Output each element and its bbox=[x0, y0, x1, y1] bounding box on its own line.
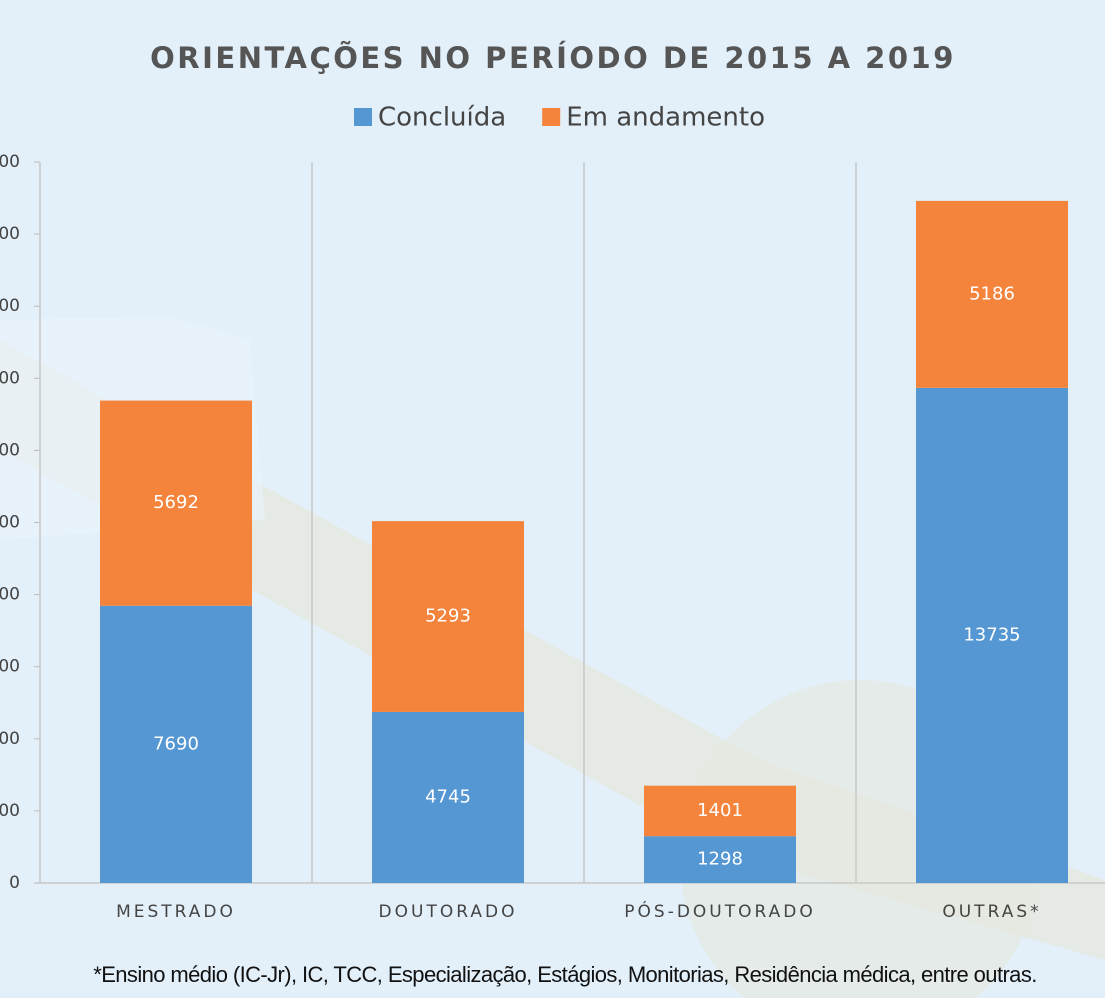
data-label: 7690 bbox=[153, 733, 199, 754]
y-tick-label: 8000 bbox=[0, 585, 20, 605]
data-label: 5186 bbox=[969, 283, 1015, 304]
bar-segment bbox=[100, 605, 252, 883]
x-tick-label: MESTRADO bbox=[116, 902, 236, 922]
y-tick-label: 18000 bbox=[0, 224, 20, 244]
x-tick-label: OUTRAS* bbox=[942, 902, 1041, 922]
bar-segment bbox=[100, 400, 252, 606]
x-tick-label: DOUTORADO bbox=[379, 902, 518, 922]
y-tick-label: 20000 bbox=[0, 152, 20, 172]
data-label: 1298 bbox=[697, 849, 743, 870]
legend-swatch bbox=[542, 108, 561, 126]
y-tick-label: 2000 bbox=[0, 801, 20, 821]
data-label: 1401 bbox=[697, 800, 743, 821]
data-label: 5692 bbox=[153, 492, 199, 513]
legend-swatch bbox=[354, 108, 372, 126]
bar-segment bbox=[372, 521, 524, 712]
plot: 0 2000 4000 6000 8000 10000 12000 14000 16000 180… bbox=[0, 152, 1105, 922]
y-tick-label: 16000 bbox=[0, 296, 20, 316]
y-tick-label: 10000 bbox=[0, 513, 20, 533]
y-tick-label: 4000 bbox=[0, 729, 20, 749]
bar-segment bbox=[916, 200, 1068, 388]
bar-segment bbox=[916, 387, 1068, 883]
bar-segment bbox=[644, 785, 796, 837]
footnote: *Ensino médio (IC-Jr), IC, TCC, Especial… bbox=[93, 962, 1036, 987]
x-tick-label: PÓS-DOUTORADO bbox=[624, 900, 815, 922]
y-tick-label: 6000 bbox=[0, 657, 20, 677]
data-label: 4745 bbox=[425, 786, 471, 807]
y-tick-label: 0 bbox=[9, 873, 20, 893]
bar-segment bbox=[644, 836, 796, 883]
legend-label: Concluída bbox=[378, 103, 506, 133]
data-label: 13735 bbox=[963, 624, 1020, 645]
data-label: 5293 bbox=[425, 606, 471, 627]
bar-segment bbox=[372, 711, 524, 883]
y-tick-label: 12000 bbox=[0, 440, 20, 460]
y-tick-label: 14000 bbox=[0, 368, 20, 388]
legend-label: Em andamento bbox=[566, 103, 765, 133]
chart-title: ORIENTAÇÕES NO PERÍODO DE 2015 A 2019 bbox=[150, 41, 956, 75]
